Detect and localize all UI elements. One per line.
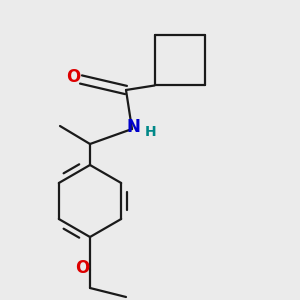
Text: N: N — [127, 118, 140, 136]
Text: O: O — [66, 68, 81, 85]
Text: O: O — [75, 259, 90, 277]
Text: H: H — [145, 125, 156, 139]
